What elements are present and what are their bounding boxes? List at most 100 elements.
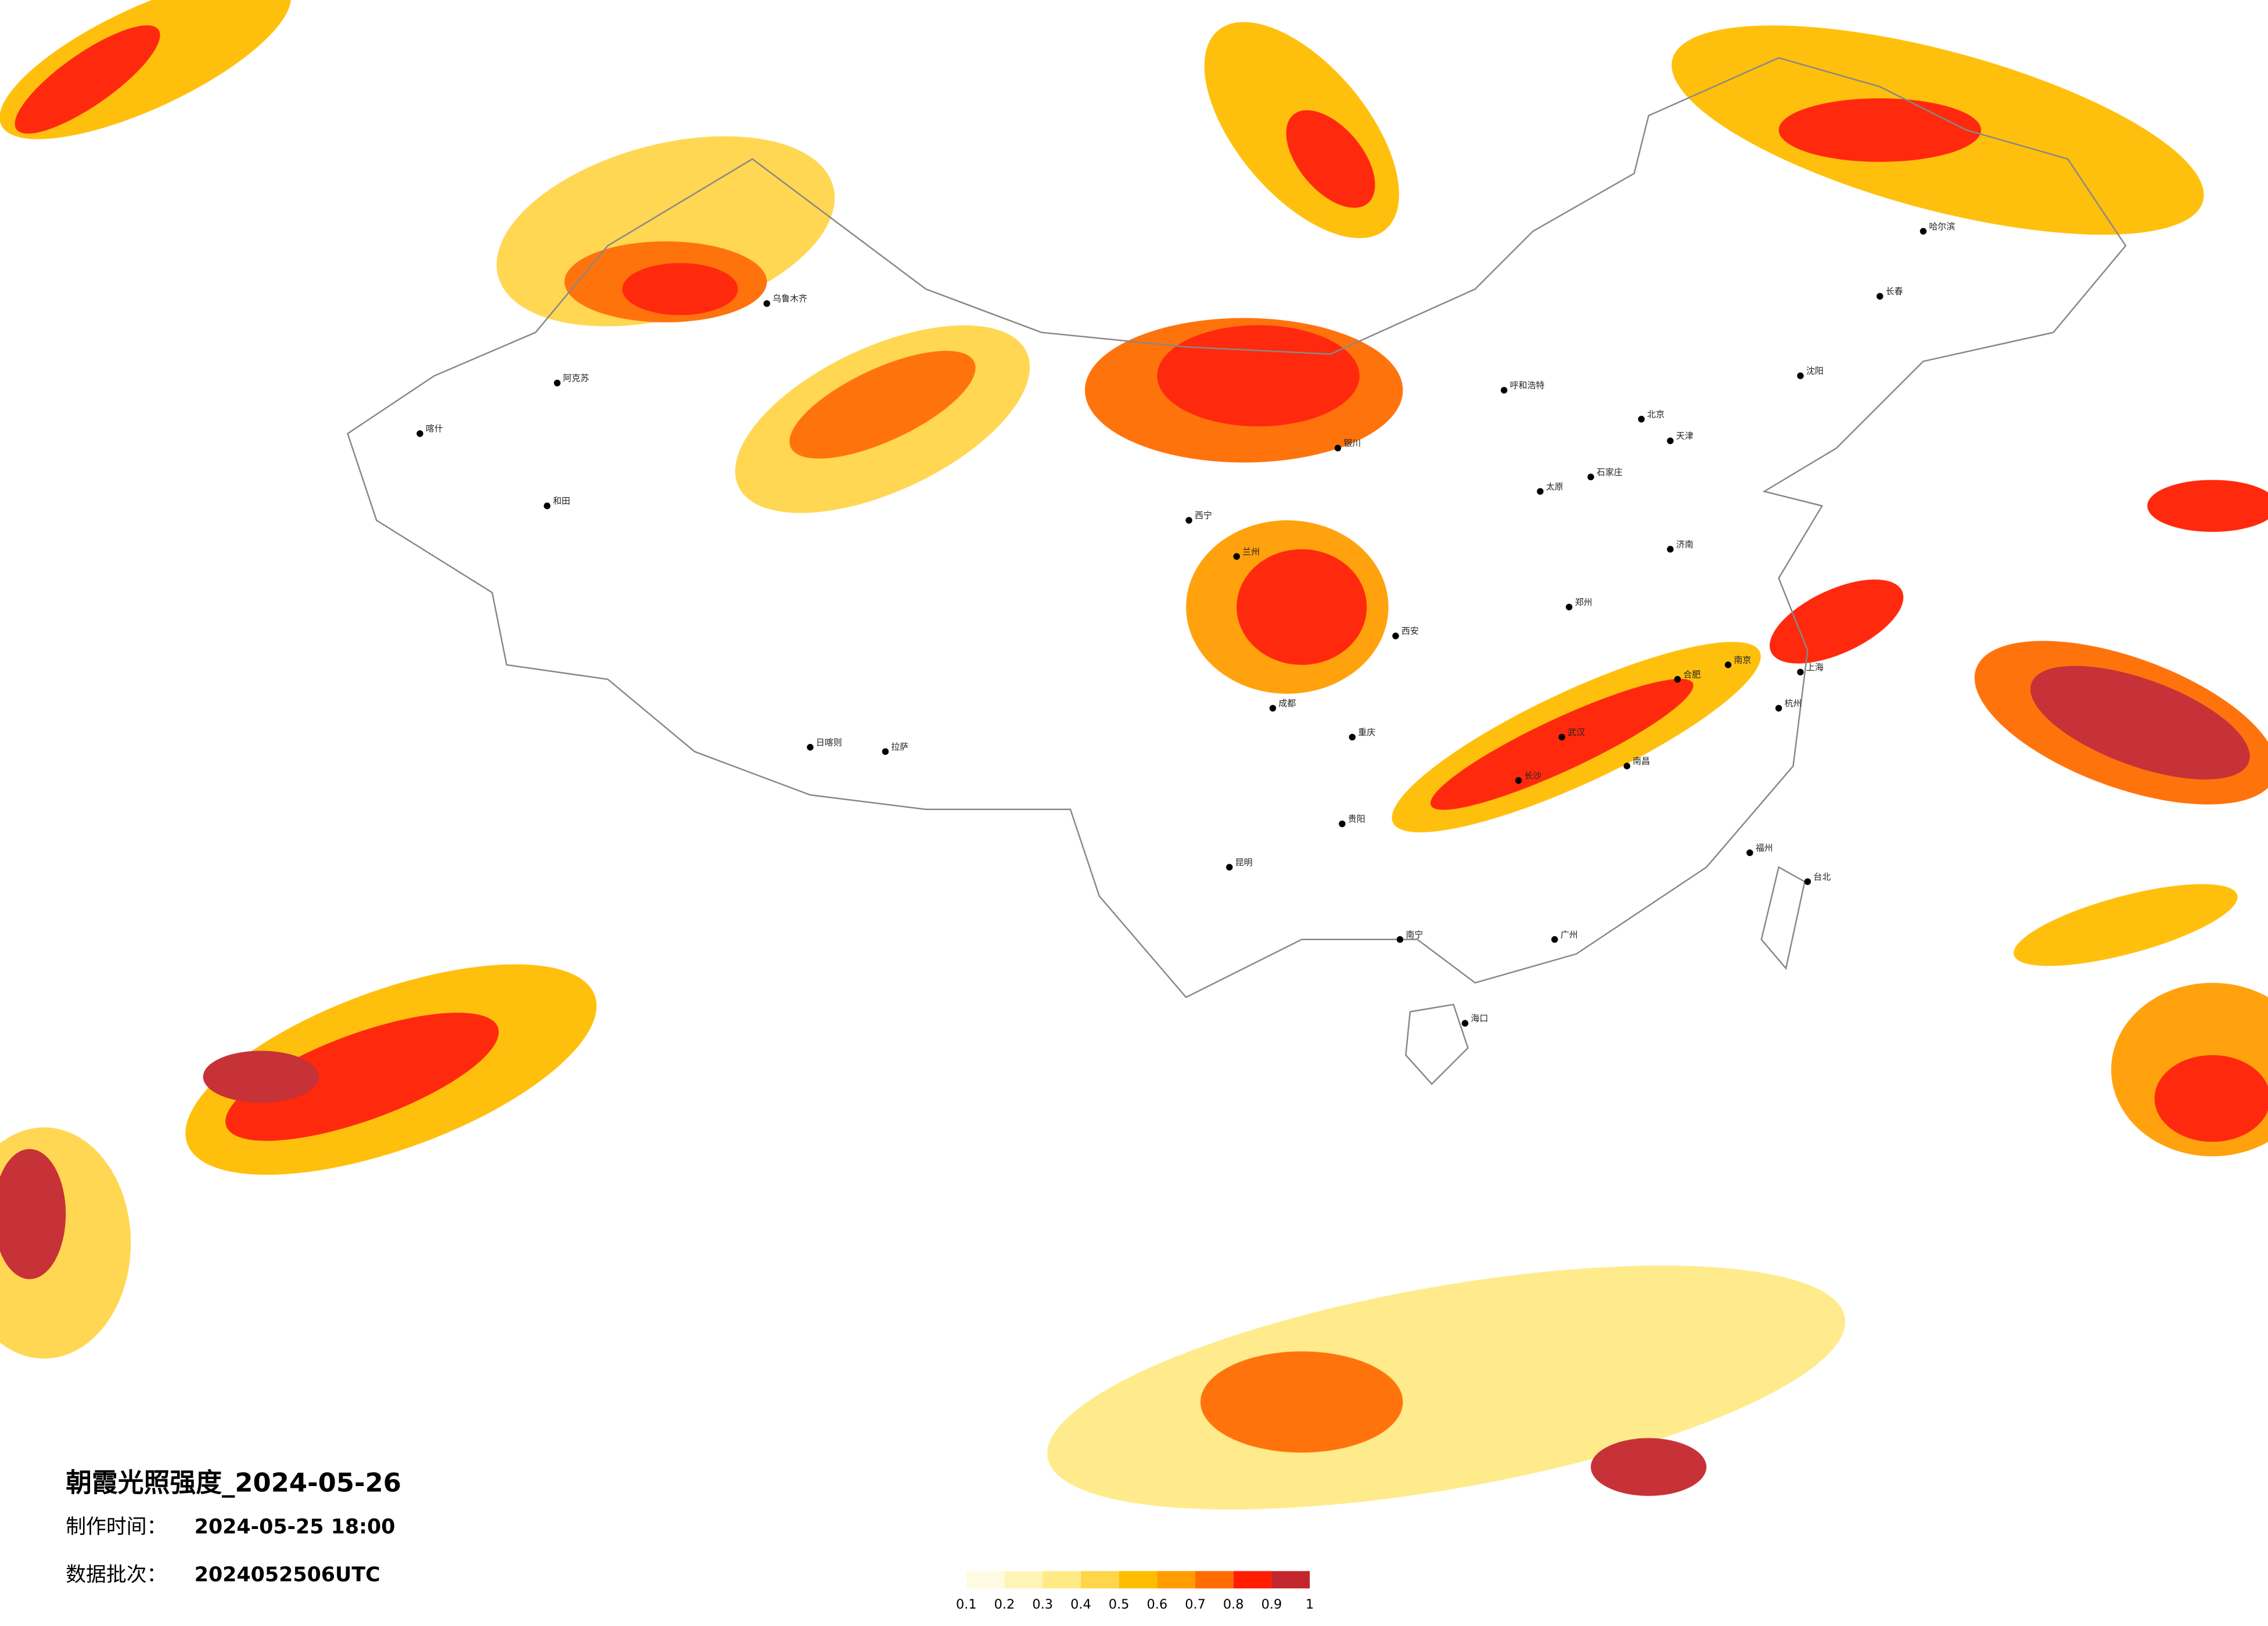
city-label: 石家庄: [1597, 467, 1623, 477]
city-label: 乌鲁木齐: [772, 293, 807, 304]
legend-swatch: [1080, 1571, 1119, 1589]
legend-swatch: [966, 1571, 1005, 1589]
city-dot: [1623, 762, 1630, 769]
legend-swatch: [1195, 1571, 1234, 1589]
city-label: 重庆: [1358, 727, 1375, 738]
legend-swatch: [1233, 1571, 1272, 1589]
city-label: 西宁: [1195, 510, 1212, 521]
legend-swatch: [1157, 1571, 1196, 1589]
city-dot: [1558, 733, 1565, 741]
legend-tick: 0.5: [1109, 1597, 1130, 1612]
city-label: 哈尔滨: [1929, 221, 1955, 232]
city-dot: [416, 430, 423, 437]
city-dot: [1515, 777, 1522, 784]
city-label: 阿克苏: [563, 373, 589, 383]
city-label: 成都: [1278, 698, 1296, 708]
legend-tick: 0.2: [994, 1597, 1015, 1612]
city-label: 合肥: [1683, 669, 1701, 679]
city-dot: [1565, 603, 1573, 611]
city-label: 南宁: [1406, 929, 1423, 940]
city-label: 广州: [1561, 929, 1578, 940]
legend-tick: 0.3: [1032, 1597, 1053, 1612]
city-dot: [1804, 878, 1811, 885]
city-label: 长春: [1886, 286, 1903, 297]
title: 朝霞光照强度_2024-05-26: [66, 1467, 401, 1498]
city-dot: [1667, 437, 1674, 444]
city-dot: [1920, 228, 1927, 235]
legend-tick: 0.1: [956, 1597, 977, 1612]
city-dot: [807, 744, 814, 751]
city-dot: [882, 748, 889, 755]
legend-tick: 0.7: [1185, 1597, 1206, 1612]
city-label: 济南: [1676, 539, 1694, 549]
city-label: 太原: [1546, 481, 1563, 492]
heat-field: [0, 0, 2268, 1510]
legend-tick: 0.4: [1070, 1597, 1091, 1612]
legend-swatch: [1119, 1571, 1158, 1589]
city-dot: [1537, 488, 1544, 495]
city-dot: [1724, 661, 1732, 668]
legend-swatch: [1043, 1571, 1081, 1589]
city-dot: [553, 379, 561, 387]
city-label: 福州: [1756, 843, 1773, 853]
city-dot: [1674, 676, 1681, 683]
batch-label: 数据批次：: [66, 1563, 167, 1587]
city-dot: [1396, 936, 1404, 943]
legend-tick: 0.8: [1223, 1597, 1244, 1612]
legend-swatch: [1271, 1571, 1310, 1589]
city-dot: [1233, 553, 1240, 560]
city-dot: [1500, 387, 1508, 394]
city-label: 喀什: [426, 423, 443, 434]
city-label: 上海: [1806, 662, 1824, 672]
city-label: 天津: [1676, 431, 1694, 441]
city-label: 台北: [1813, 872, 1831, 882]
city-dot: [763, 300, 771, 307]
legend-tick: 1: [1306, 1597, 1314, 1612]
city-label: 西安: [1401, 626, 1419, 636]
legend-tick: 0.9: [1261, 1597, 1282, 1612]
city-dot: [1185, 517, 1192, 524]
island-outline: [1405, 866, 1806, 1085]
legend-tick: 0.6: [1147, 1597, 1168, 1612]
city-label: 长沙: [1525, 771, 1542, 781]
city-dot: [1269, 704, 1277, 712]
city-dot: [1775, 704, 1782, 712]
city-dot: [1877, 293, 1884, 300]
legend: 0.1 0.2 0.3 0.4 0.5 0.6 0.7 0.8 0.9 1: [956, 1571, 1314, 1612]
batch-value: 2024052506UTC: [195, 1563, 380, 1587]
city-label: 兰州: [1242, 546, 1260, 557]
made-label: 制作时间：: [66, 1516, 167, 1539]
city-dot: [1638, 416, 1645, 423]
city-label: 日喀则: [816, 737, 842, 747]
city-label: 海口: [1471, 1013, 1488, 1024]
city-dot: [1797, 668, 1804, 676]
legend-swatch: [1004, 1571, 1043, 1589]
city-label: 和田: [553, 496, 570, 506]
city-dot: [1339, 820, 1346, 828]
city-label: 南京: [1734, 654, 1751, 665]
city-dot: [1334, 444, 1342, 452]
city-dot: [1797, 372, 1804, 379]
city-label: 拉萨: [891, 742, 908, 752]
city-label: 武汉: [1568, 727, 1585, 738]
city-label: 沈阳: [1806, 366, 1824, 376]
city-label: 郑州: [1575, 597, 1593, 607]
city-label: 昆明: [1235, 857, 1253, 868]
city-label: 南昌: [1633, 756, 1650, 767]
city-dot: [1746, 849, 1753, 857]
made-value: 2024-05-25 18:00: [195, 1516, 396, 1539]
city-dot: [1349, 733, 1356, 741]
city-dot: [1587, 473, 1594, 481]
country-outline: [347, 57, 2127, 998]
city-dot: [1551, 936, 1558, 943]
city-label: 杭州: [1785, 698, 1802, 708]
city-label: 呼和浩特: [1510, 380, 1545, 391]
city-label: 银川: [1343, 438, 1361, 448]
city-label: 北京: [1647, 409, 1665, 419]
city-dot: [544, 502, 551, 509]
city-dot: [1667, 546, 1674, 553]
city-dot: [1461, 1020, 1469, 1027]
